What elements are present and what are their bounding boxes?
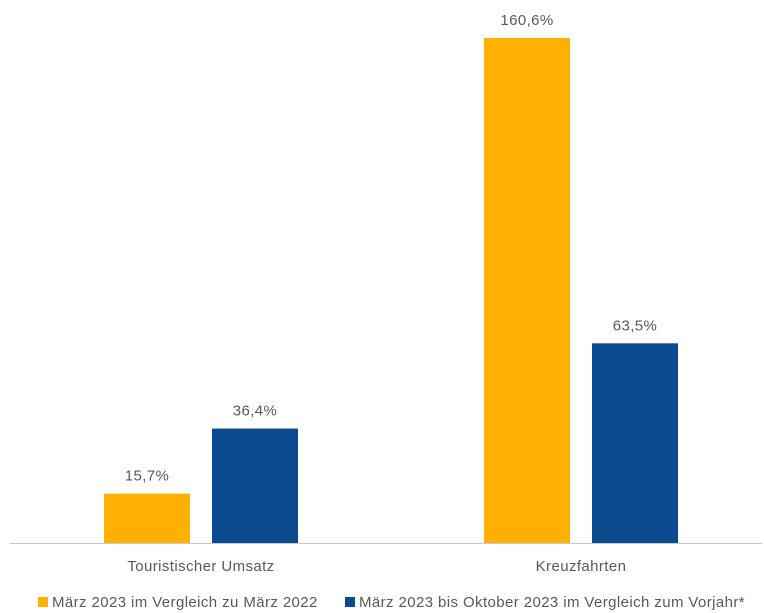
bars-group — [104, 38, 678, 543]
legend: März 2023 im Vergleich zu März 2022 März … — [38, 594, 745, 611]
category-label-kreuzfahrten: Kreuzfahrten — [536, 558, 627, 575]
category-label-touristischer-umsatz: Touristischer Umsatz — [127, 558, 274, 575]
legend-label-1: März 2023 im Vergleich zu März 2022 — [52, 594, 318, 611]
legend-item-1: März 2023 im Vergleich zu März 2022 — [38, 594, 318, 611]
legend-swatch-1 — [38, 597, 48, 607]
data-label-kreuzfahrten-series-2: 63,5% — [613, 317, 658, 334]
bar-kreuzfahrten-series-1 — [484, 38, 570, 543]
data-labels-group: 15,7% 36,4% 160,6% 63,5% — [125, 12, 658, 485]
category-labels-group: Touristischer Umsatz Kreuzfahrten — [127, 558, 626, 575]
bar-touristischer-umsatz-series-2 — [212, 428, 298, 543]
legend-item-2: März 2023 bis Oktober 2023 im Vergleich … — [345, 594, 745, 611]
data-label-touristischer-umsatz-series-1: 15,7% — [125, 468, 170, 485]
data-label-touristischer-umsatz-series-2: 36,4% — [233, 403, 278, 420]
bar-kreuzfahrten-series-2 — [592, 343, 678, 543]
legend-swatch-2 — [345, 597, 355, 607]
legend-label-2: März 2023 bis Oktober 2023 im Vergleich … — [359, 594, 745, 611]
bar-touristischer-umsatz-series-1 — [104, 493, 190, 543]
data-label-kreuzfahrten-series-1: 160,6% — [500, 12, 553, 29]
